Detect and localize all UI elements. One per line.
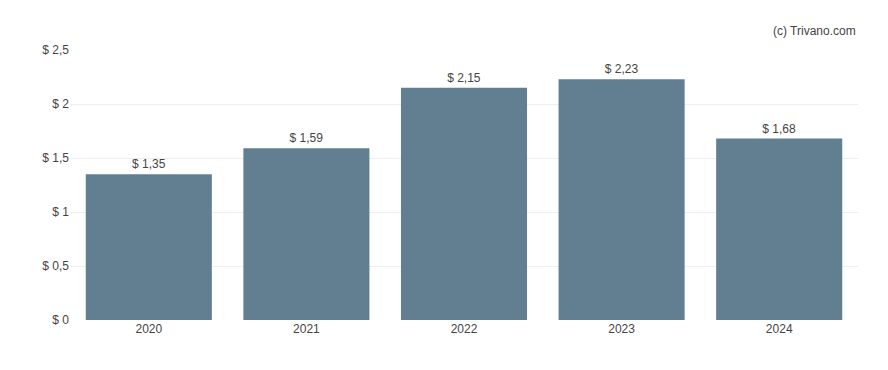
svg-text:$ 2,5: $ 2,5 [42,43,69,57]
svg-text:2024: 2024 [766,322,793,336]
svg-text:$ 1: $ 1 [52,205,69,219]
svg-text:2023: 2023 [608,322,635,336]
svg-text:$ 0: $ 0 [52,313,69,327]
svg-text:2021: 2021 [293,322,320,336]
svg-text:(c) Trivano.com: (c) Trivano.com [773,24,856,38]
svg-text:$ 2,15: $ 2,15 [447,71,481,85]
svg-text:$ 0,5: $ 0,5 [42,259,69,273]
svg-text:$ 1,59: $ 1,59 [290,131,324,145]
svg-text:2020: 2020 [135,322,162,336]
svg-text:$ 1,68: $ 1,68 [762,122,796,136]
svg-text:$ 1,35: $ 1,35 [132,157,166,171]
svg-text:$ 1,5: $ 1,5 [42,151,69,165]
svg-text:2022: 2022 [451,322,478,336]
svg-text:$ 2: $ 2 [52,97,69,111]
svg-text:$ 2,23: $ 2,23 [605,62,639,76]
